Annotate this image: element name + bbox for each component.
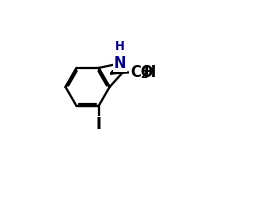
- Text: 2: 2: [140, 71, 147, 80]
- Text: I: I: [96, 117, 101, 132]
- Text: N: N: [114, 56, 126, 71]
- Text: H: H: [144, 65, 156, 80]
- Text: H: H: [115, 40, 125, 53]
- Text: CO: CO: [130, 65, 153, 80]
